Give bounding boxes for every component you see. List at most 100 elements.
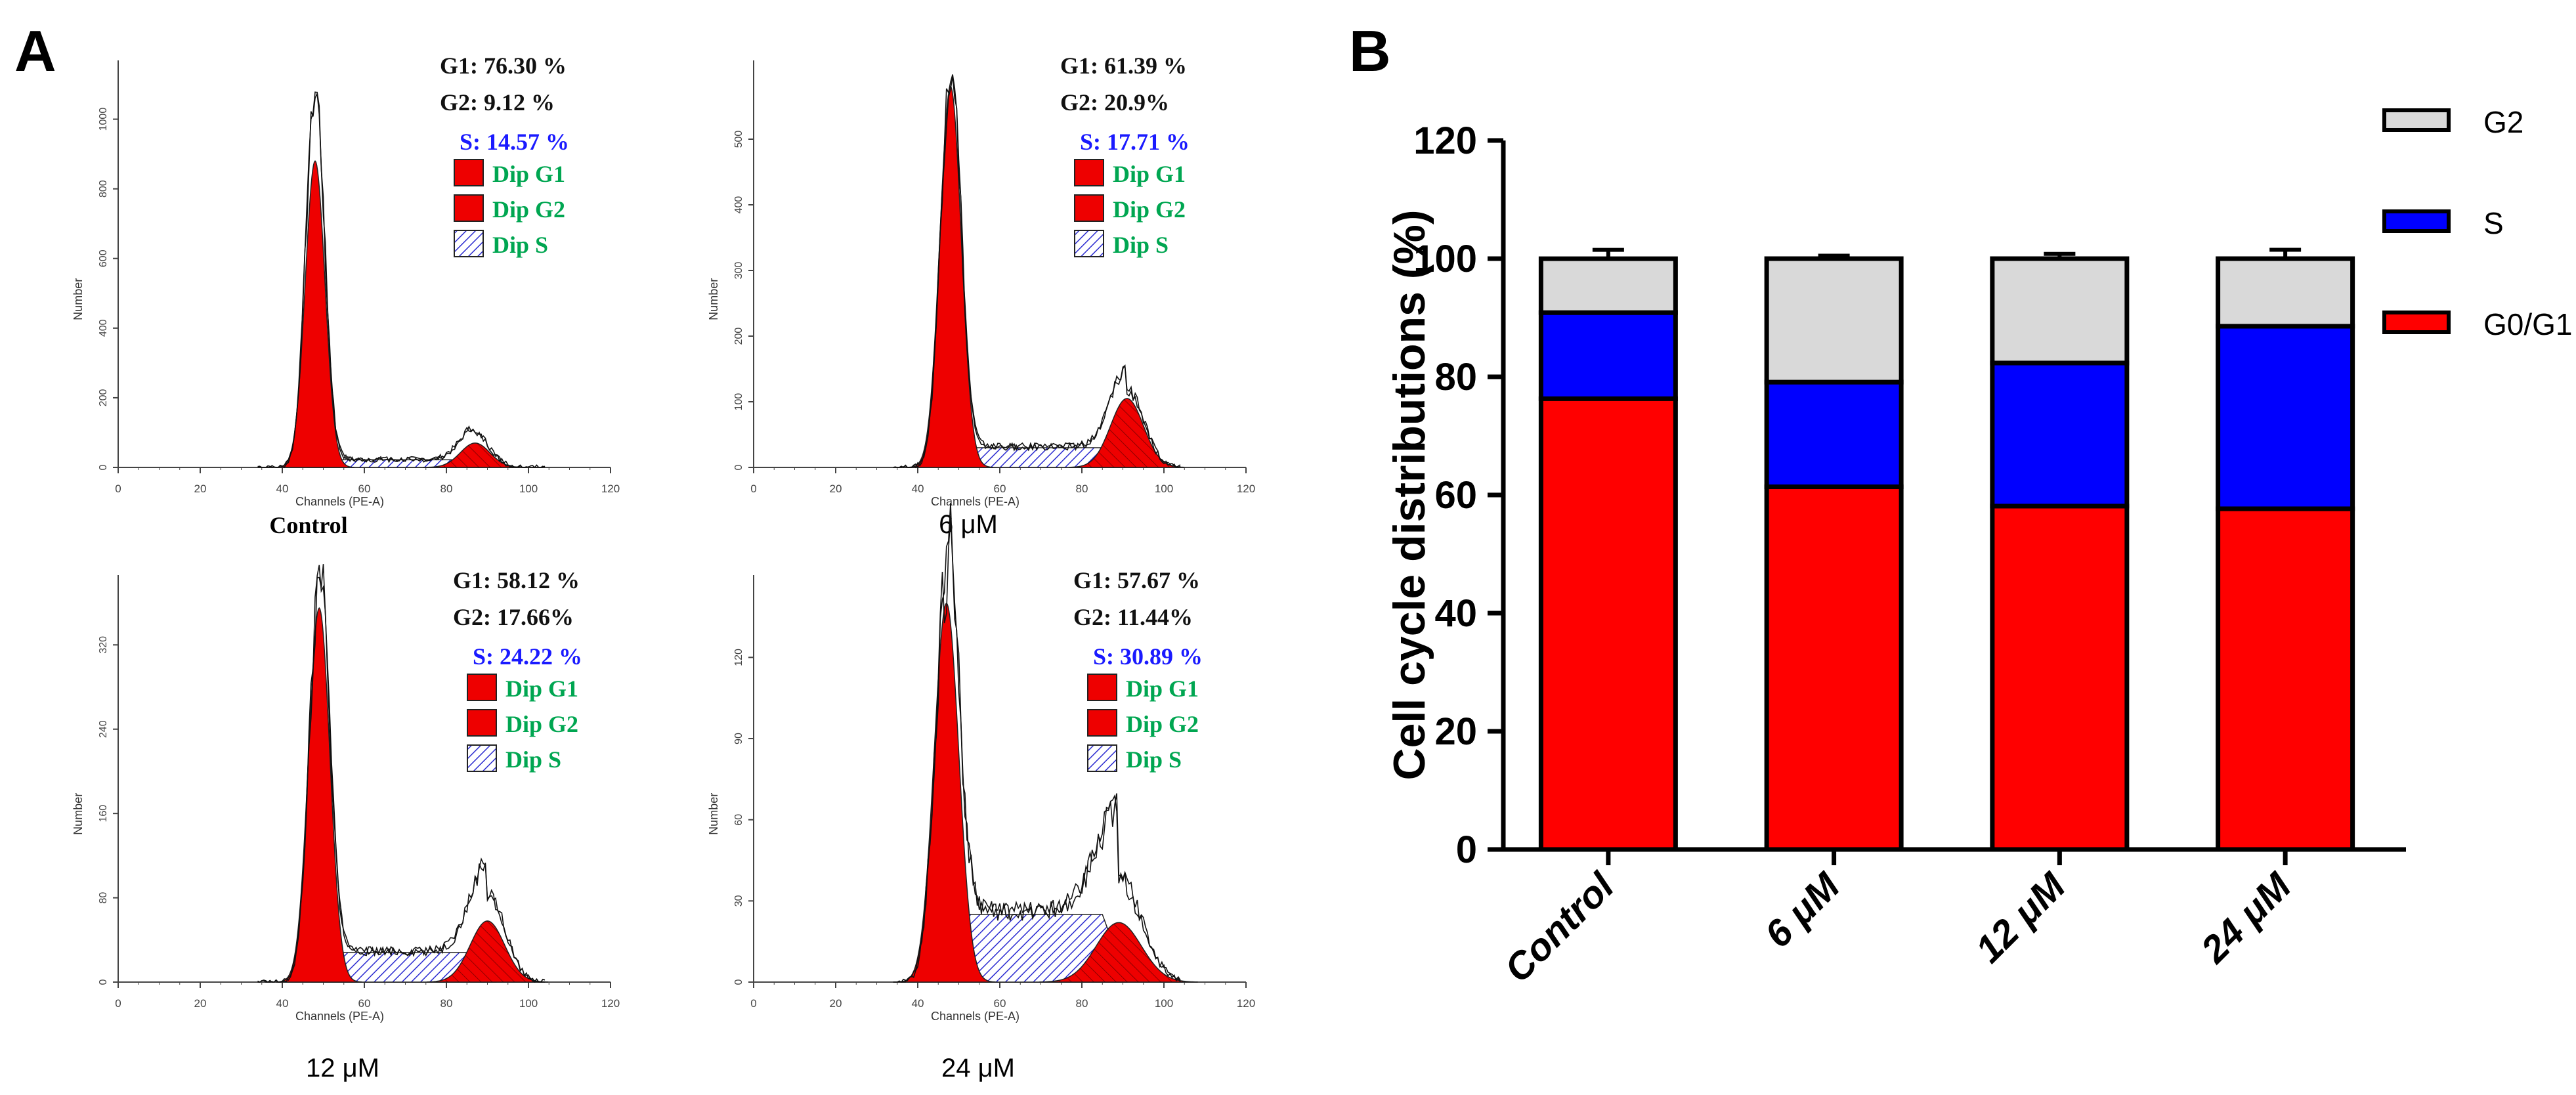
- bar-g2: [1538, 256, 1678, 315]
- bar-g0-g1: [1764, 484, 1904, 852]
- y-tick-label: 200: [98, 389, 109, 406]
- x-tick-label: 24 μM: [2193, 864, 2300, 972]
- s-percent: S: 24.22 %: [473, 643, 582, 670]
- x-tick-label: 12 μM: [1967, 864, 2074, 971]
- histogram-caption: 24 μM: [941, 1054, 1015, 1083]
- legend-label: Dip S: [1113, 232, 1169, 258]
- legend-swatch: [467, 744, 497, 772]
- y-tick-label: 200: [733, 328, 744, 345]
- s-percent: S: 17.71 %: [1080, 129, 1190, 155]
- x-tick-label: 60: [358, 997, 371, 1010]
- legend-label: Dip S: [1126, 746, 1182, 773]
- legend-label: Dip S: [492, 232, 548, 258]
- y-tick-label: 40: [1434, 592, 1477, 635]
- y-tick-label: 100: [1413, 238, 1477, 280]
- y-tick-label: 300: [733, 262, 744, 280]
- x-tick-label: 20: [830, 997, 842, 1010]
- g2-overlap-hatch: [427, 920, 548, 982]
- x-tick-label: 100: [1155, 997, 1173, 1010]
- x-tick-label: 80: [1076, 483, 1088, 495]
- bar-g2: [1764, 256, 1904, 385]
- s-percent: S: 30.89 %: [1093, 643, 1203, 670]
- raw-histogram-line: [893, 74, 1181, 469]
- legend-swatch: [1074, 230, 1104, 257]
- y-tick-label: 120: [1413, 119, 1477, 162]
- legend-label: Dip G2: [1126, 711, 1199, 737]
- legend-swatch: [1087, 709, 1117, 737]
- g1-percent: G1: 57.67 %: [1073, 567, 1200, 593]
- y-tick-label: 0: [733, 464, 744, 470]
- legend-swatch: [1074, 159, 1104, 186]
- y-tick-label: 60: [733, 814, 744, 826]
- bar-s: [1990, 360, 2130, 509]
- legend-label: G0/G1: [2483, 307, 2573, 341]
- g1-peak: [276, 607, 362, 983]
- x-axis-title: Channels (PE-A): [931, 1010, 1020, 1023]
- bar-g0-g1: [2216, 506, 2355, 852]
- raw-histogram-line: [257, 91, 546, 469]
- g1-percent: G1: 61.39 %: [1060, 53, 1187, 79]
- x-tick-label: 0: [750, 483, 756, 495]
- x-tick-label: 40: [912, 997, 924, 1010]
- legend-swatch: [454, 194, 484, 222]
- x-tick-label: 100: [1155, 483, 1173, 495]
- g2-overlap-hatch: [1039, 922, 1198, 982]
- x-tick-label: 20: [194, 483, 207, 495]
- panel-b-label: B: [1349, 18, 1391, 83]
- raw-histogram-line: [893, 502, 1181, 983]
- y-axis-title: Number: [72, 278, 85, 320]
- x-axis-title: Channels (PE-A): [931, 495, 1020, 508]
- bar-g0-g1: [1538, 396, 1678, 852]
- y-axis-title: Number: [707, 278, 720, 320]
- legend-label: G2: [2483, 105, 2523, 139]
- g2-overlap-hatch: [1069, 398, 1185, 467]
- legend-label: Dip G2: [492, 196, 565, 223]
- legend-swatch: [2382, 209, 2451, 233]
- y-axis-title: Number: [707, 793, 720, 835]
- y-tick-label: 100: [733, 393, 744, 411]
- x-tick-label: 80: [440, 483, 453, 495]
- x-tick-label: 20: [830, 483, 842, 495]
- histogram-caption: Control: [269, 512, 347, 538]
- x-tick-label: 100: [519, 997, 538, 1010]
- x-tick-label: 120: [601, 997, 620, 1010]
- y-tick-label: 400: [98, 319, 109, 337]
- x-axis-title: Channels (PE-A): [295, 495, 384, 508]
- x-tick-label: 0: [115, 997, 121, 1010]
- x-tick-label: 80: [440, 997, 453, 1010]
- legend-label: S: [2483, 206, 2504, 240]
- histogram-2: 0 20 40 60 80 100 120 Channels (PE-A) 0 100 200 300…: [707, 53, 1255, 539]
- y-tick-label: 800: [98, 180, 109, 198]
- x-tick-label: 120: [1237, 997, 1255, 1010]
- y-tick-label: 320: [98, 636, 109, 654]
- x-tick-label: 80: [1076, 997, 1088, 1010]
- g1-percent: G1: 76.30 %: [440, 53, 567, 79]
- x-tick-label: 60: [358, 483, 371, 495]
- x-tick-label: 6 μM: [1757, 864, 1849, 956]
- legend-swatch: [454, 230, 484, 257]
- y-tick-label: 0: [98, 979, 109, 985]
- y-tick-label: 0: [733, 979, 744, 985]
- bar-g2: [1990, 256, 2130, 366]
- histogram-caption: 6 μM: [939, 510, 998, 539]
- x-axis-title: Channels (PE-A): [295, 1010, 384, 1023]
- y-tick-label: 160: [98, 805, 109, 823]
- g2-percent: G2: 20.9%: [1060, 89, 1169, 116]
- panel-a-label: A: [14, 18, 56, 83]
- legend-label: Dip G1: [492, 161, 565, 187]
- x-tick-label: 0: [115, 483, 121, 495]
- y-tick-label: 20: [1434, 710, 1477, 753]
- g2-percent: G2: 11.44%: [1073, 604, 1193, 630]
- x-tick-label: 0: [750, 997, 756, 1010]
- stacked-bar-chart: 0 20 40 60 80 100 120 Cell cycle distributions …: [1385, 105, 2573, 991]
- y-axis-title: Cell cycle distributions (%): [1385, 209, 1434, 780]
- y-tick-label: 120: [733, 649, 744, 666]
- legend-swatch: [467, 709, 497, 737]
- g1-peak: [907, 85, 994, 468]
- g2-overlap-hatch: [423, 442, 527, 467]
- legend-label: Dip G1: [1113, 161, 1186, 187]
- histogram-caption: 12 μM: [306, 1054, 379, 1083]
- x-tick-label: 100: [519, 483, 538, 495]
- x-tick-label: 120: [1237, 483, 1255, 495]
